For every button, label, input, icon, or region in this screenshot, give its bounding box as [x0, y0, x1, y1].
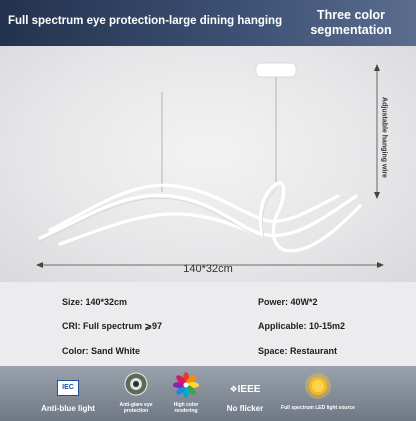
spec-space: Space: Restaurant: [258, 346, 338, 356]
feature-badges: IEC Anti-blue light Anti-glare eye prote…: [0, 366, 416, 421]
sun-icon: [304, 372, 332, 405]
height-arrow-top: [374, 64, 380, 71]
spec-size: Size: 140*32cm: [62, 297, 128, 307]
width-dimension-label: 140*32cm: [183, 263, 233, 275]
badge-full-spectrum: Full spectrum LED light source: [276, 366, 360, 421]
iec-logo-icon: IEC: [57, 376, 79, 396]
spec-applicable: Applicable: 10-15m2: [258, 321, 346, 331]
product-photo: [0, 46, 416, 282]
badge-label: Anti-blue light: [41, 404, 95, 413]
badge-anti-blue-light: IEC Anti-blue light: [28, 366, 108, 421]
header-badge-line2: segmentation: [310, 23, 392, 37]
lamp-ribbons: [38, 181, 362, 253]
badge-no-flicker: ❖IEEE No flicker: [205, 366, 285, 421]
spec-cri: CRI: Full spectrum ⩾97: [62, 321, 163, 331]
width-arrow-left: [36, 262, 43, 268]
spec-color: Color: Sand White: [62, 346, 140, 356]
header-badge-line1: Three color: [316, 8, 386, 22]
width-arrow-right: [377, 262, 384, 268]
lamp-illustration: [36, 62, 384, 268]
badge-high-color-rendering: High color rendering: [146, 366, 226, 421]
hanging-wire-label: Adjustable hanging wire: [380, 97, 388, 178]
ieee-logo-icon: ❖IEEE: [229, 384, 261, 395]
spec-panel: Size: 140*32cm Power: 40W*2 CRI: Full sp…: [0, 282, 416, 366]
header-banner: Full spectrum eye protection-large dinin…: [0, 0, 416, 46]
height-arrow-bottom: [374, 192, 380, 199]
ceiling-canopy: [255, 62, 297, 78]
badge-anti-glare: Anti-glare eye protection: [96, 366, 176, 421]
header-badge: Three color segmentation: [298, 8, 404, 38]
badge-label: No flicker: [226, 404, 264, 413]
eye-icon: [124, 372, 148, 401]
header-title: Full spectrum eye protection-large dinin…: [8, 15, 283, 27]
badge-label: High color rendering: [173, 402, 199, 414]
spec-power: Power: 40W*2: [258, 297, 318, 307]
badge-label: Anti-glare eye protection: [119, 402, 153, 414]
badge-label: Full spectrum LED light source: [281, 405, 355, 411]
color-wheel-icon: [173, 372, 199, 403]
lamp-ribbon-shadows: [39, 187, 279, 242]
